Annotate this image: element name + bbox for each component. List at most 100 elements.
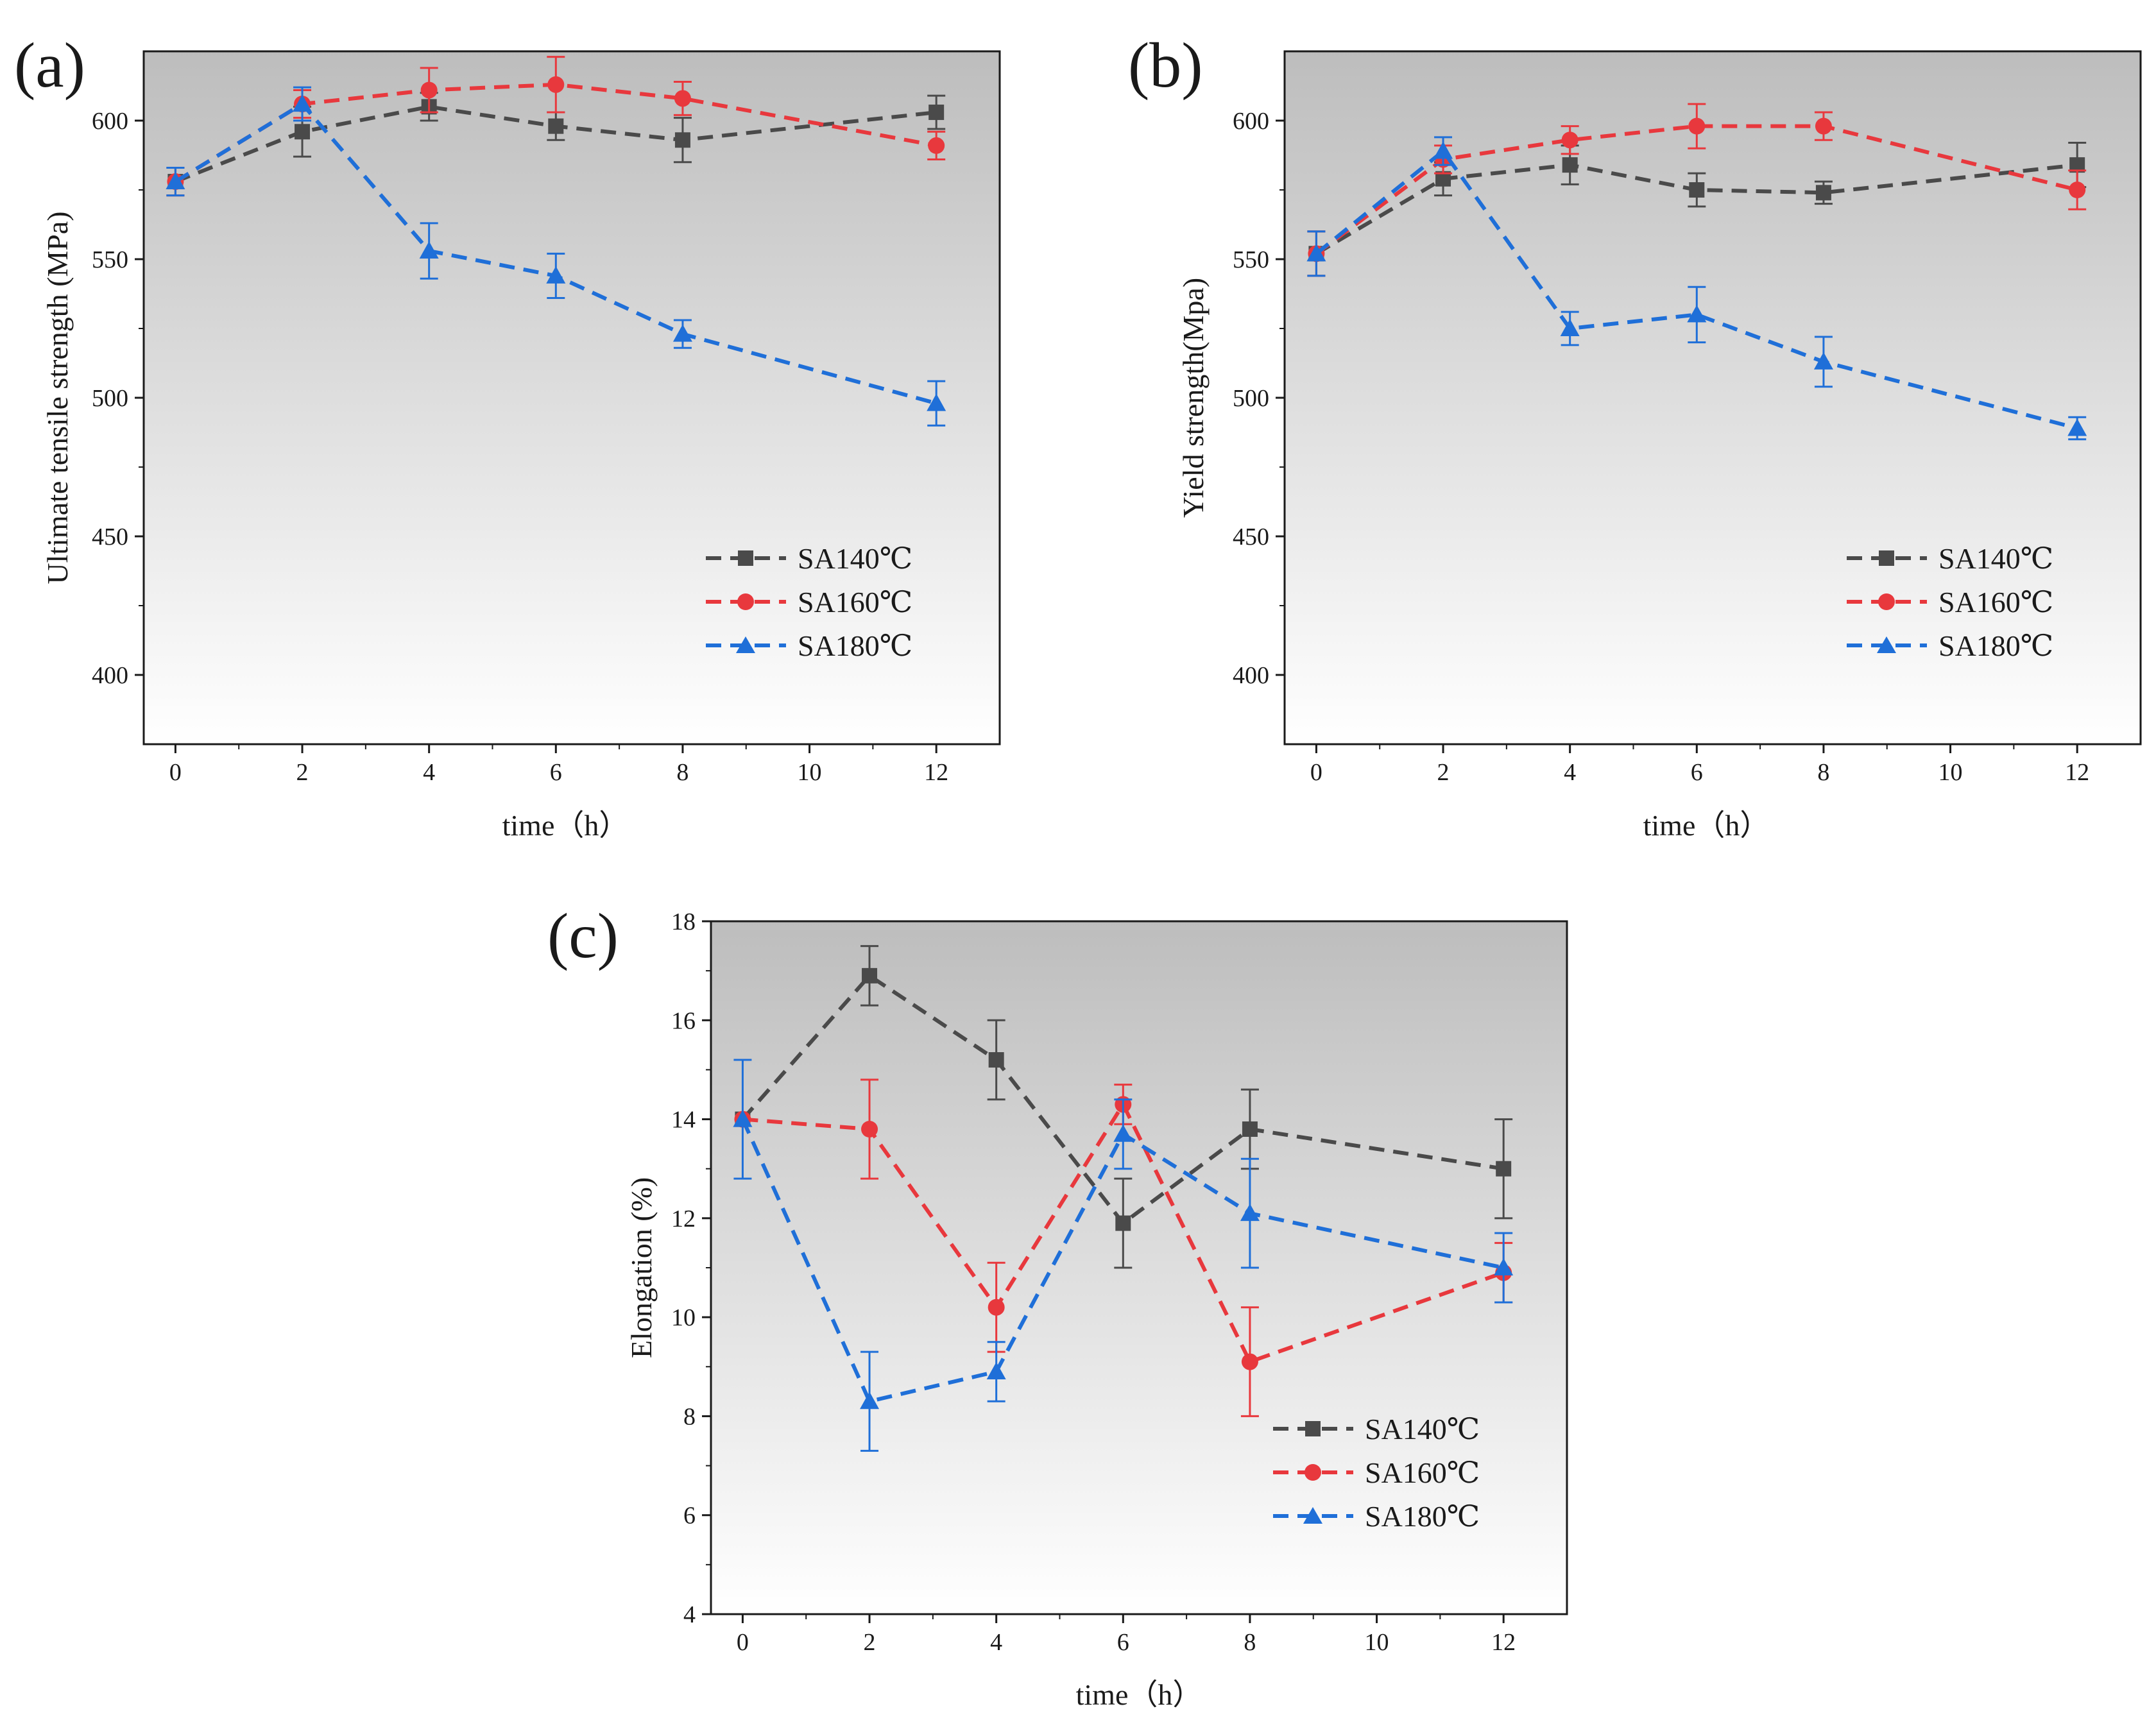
x-tick-label-c-4: 4 bbox=[990, 1629, 1002, 1656]
x-ticks-c: 0 2 4 6 8 10 12 bbox=[737, 1614, 1516, 1656]
y-tick-label-b-550: 550 bbox=[1233, 246, 1269, 273]
y-tick-label-b-600: 600 bbox=[1233, 108, 1269, 135]
y-tick-label-a-550: 550 bbox=[92, 246, 128, 273]
legend-label-sa180-b: SA180℃ bbox=[1938, 629, 2053, 662]
y-ticks-c: 4 6 8 10 12 14 16 18 bbox=[671, 908, 711, 1628]
data-point-sa160-b bbox=[2069, 182, 2086, 198]
data-point-sa160-b bbox=[1688, 117, 1706, 135]
y-tick-label-c-16: 16 bbox=[671, 1007, 696, 1034]
legend-marker-sa180-b bbox=[1877, 636, 1896, 653]
x-tick-label-b-10: 10 bbox=[1938, 759, 1963, 786]
x-tick-label-c-6: 6 bbox=[1117, 1629, 1129, 1656]
x-tick-label-a-4: 4 bbox=[423, 759, 435, 786]
x-tick-label-c-8: 8 bbox=[1244, 1629, 1256, 1656]
data-point-sa180-a bbox=[166, 172, 185, 190]
panel-label-c: (c) bbox=[547, 900, 619, 971]
y-tick-label-c-14: 14 bbox=[671, 1107, 696, 1134]
plot-area-c bbox=[710, 920, 1568, 1615]
y-tick-label-c-18: 18 bbox=[671, 908, 696, 935]
panel-label-a: (a) bbox=[14, 30, 85, 101]
data-point-sa180-a bbox=[672, 324, 692, 342]
series-line-sa160-b bbox=[1315, 124, 2078, 255]
data-point-sa140-a bbox=[674, 132, 690, 148]
series-sa160-b bbox=[1307, 103, 2087, 277]
series-line-sa140-c bbox=[741, 973, 1504, 1226]
data-point-sa180-a bbox=[419, 241, 439, 259]
data-point-sa180-c bbox=[1240, 1204, 1260, 1222]
data-point-sa180-b bbox=[1687, 305, 1707, 323]
data-point-sa140-c bbox=[1115, 1215, 1131, 1231]
legend-marker-sa160-a bbox=[737, 593, 754, 610]
y-tick-label-b-500: 500 bbox=[1233, 385, 1269, 412]
x-axis-label-c: time（h） bbox=[1076, 1678, 1202, 1711]
y-tick-label-a-600: 600 bbox=[92, 108, 128, 135]
y-tick-label-b-450: 450 bbox=[1233, 524, 1269, 550]
legend-marker-sa180-a bbox=[736, 636, 755, 653]
x-tick-label-c-10: 10 bbox=[1365, 1629, 1389, 1656]
legend-label-sa140-b: SA140℃ bbox=[1938, 542, 2053, 575]
data-point-sa140-b bbox=[1689, 182, 1705, 198]
y-tick-label-c-4: 4 bbox=[683, 1601, 696, 1628]
y-ticks-b: 400 450 500 550 600 bbox=[1233, 108, 1285, 689]
legend-b: SA140℃ SA160℃ SA180℃ bbox=[1847, 542, 2053, 662]
panel-a: (a) time（h） Ultimate tensile strength (M… bbox=[14, 30, 1001, 842]
y-ticks-a: 400 450 500 550 600 bbox=[92, 108, 144, 689]
y-tick-label-c-10: 10 bbox=[671, 1304, 696, 1331]
data-point-sa140-b bbox=[1815, 185, 1831, 201]
x-tick-label-a-2: 2 bbox=[296, 759, 309, 786]
legend-label-sa160-a: SA160℃ bbox=[798, 586, 912, 618]
legend-marker-sa140-b bbox=[1879, 550, 1894, 566]
data-point-sa180-c bbox=[733, 1109, 753, 1127]
y-tick-label-c-12: 12 bbox=[671, 1205, 696, 1232]
series-line-sa140-a bbox=[175, 105, 937, 183]
x-tick-label-b-8: 8 bbox=[1817, 759, 1829, 786]
data-point-sa180-b bbox=[1433, 141, 1453, 159]
data-point-sa140-c bbox=[1242, 1121, 1258, 1137]
data-point-sa160-c bbox=[861, 1121, 878, 1137]
panel-c: (c) time（h） Elongation (%) 0 2 4 6 8 10 12 4 6 8… bbox=[547, 900, 1568, 1711]
data-point-sa180-a bbox=[927, 393, 946, 411]
data-point-sa160-a bbox=[420, 81, 438, 99]
x-tick-label-a-12: 12 bbox=[924, 759, 948, 786]
x-tick-label-c-0: 0 bbox=[737, 1629, 749, 1656]
legend-marker-sa140-c bbox=[1305, 1421, 1321, 1436]
data-point-sa180-b bbox=[1560, 319, 1580, 336]
y-tick-label-a-450: 450 bbox=[92, 524, 128, 550]
y-tick-label-a-400: 400 bbox=[92, 662, 128, 689]
x-tick-label-c-12: 12 bbox=[1491, 1629, 1516, 1656]
data-point-sa140-a bbox=[928, 105, 945, 121]
data-point-sa180-c bbox=[1113, 1124, 1133, 1142]
data-point-sa160-b bbox=[1561, 132, 1579, 149]
y-axis-label-a: Ultimate tensile strength (MPa) bbox=[41, 211, 74, 584]
data-point-sa140-c bbox=[988, 1052, 1004, 1068]
series-line-sa160-c bbox=[742, 1100, 1505, 1365]
legend-marker-sa180-c bbox=[1303, 1507, 1322, 1524]
data-point-sa180-a bbox=[293, 94, 312, 112]
series-line-sa180-b bbox=[1315, 148, 2078, 430]
x-tick-label-a-6: 6 bbox=[550, 759, 562, 786]
data-point-sa140-c bbox=[1496, 1161, 1512, 1177]
series-sa180-c bbox=[733, 1059, 1514, 1452]
data-point-sa160-a bbox=[928, 137, 945, 154]
y-tick-label-b-400: 400 bbox=[1233, 662, 1269, 689]
x-axis-label-b: time（h） bbox=[1643, 809, 1770, 842]
series-sa180-a bbox=[166, 86, 946, 427]
legend-marker-sa160-b bbox=[1878, 593, 1895, 610]
data-point-sa180-b bbox=[1813, 352, 1833, 370]
y-tick-label-c-6: 6 bbox=[683, 1503, 696, 1529]
legend-label-sa180-a: SA180℃ bbox=[798, 629, 912, 662]
x-tick-label-b-0: 0 bbox=[1310, 759, 1322, 786]
data-point-sa160-c bbox=[988, 1299, 1005, 1316]
x-tick-label-b-4: 4 bbox=[1564, 759, 1576, 786]
legend-c: SA140℃ SA160℃ SA180℃ bbox=[1273, 1413, 1480, 1533]
x-axis-label-a: time（h） bbox=[502, 809, 629, 842]
plot-area-a bbox=[142, 50, 1001, 745]
data-point-sa160-a bbox=[547, 76, 565, 93]
series-line-sa180-c bbox=[740, 1118, 1504, 1404]
data-point-sa180-b bbox=[2067, 418, 2087, 436]
x-tick-label-a-0: 0 bbox=[169, 759, 182, 786]
x-tick-label-a-10: 10 bbox=[798, 759, 822, 786]
series-group-a bbox=[166, 56, 946, 427]
series-line-sa180-a bbox=[174, 101, 937, 405]
